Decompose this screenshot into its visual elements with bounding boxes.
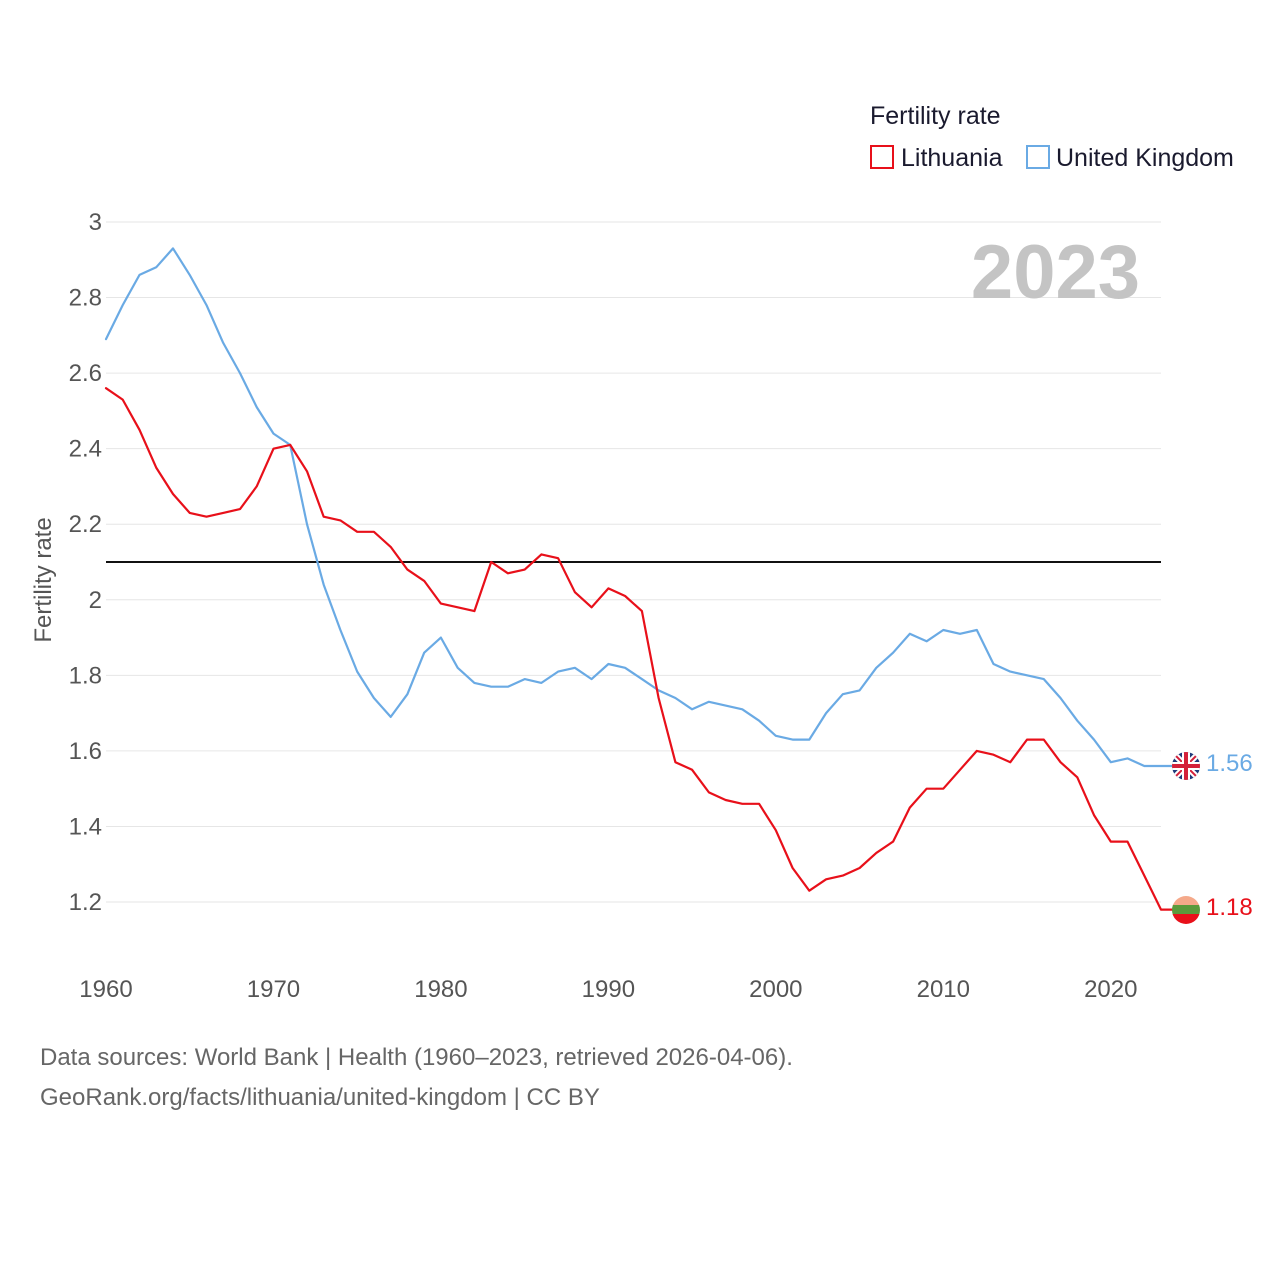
end-value-label-united-kingdom: 1.56 <box>1206 750 1253 777</box>
line-chart: 1.21.41.61.822.22.42.62.83 1960 1970 1980 1… <box>30 102 1253 1003</box>
x-tick-label: 2020 <box>1084 976 1137 1003</box>
y-tick-label: 1.4 <box>69 813 102 840</box>
legend-label-united-kingdom: United Kingdom <box>1056 144 1234 172</box>
grid-lines <box>106 221 1161 903</box>
series-line-lithuania <box>104 387 1175 911</box>
end-value-label-lithuania: 1.18 <box>1206 894 1253 921</box>
y-tick-label: 3 <box>89 209 102 236</box>
x-tick-label: 1990 <box>582 976 635 1003</box>
legend-label-lithuania: Lithuania <box>901 144 1003 172</box>
y-axis-ticks: 1.2 1.4 1.6 1.8 2 2.2 2.4 2.6 2.8 3 <box>69 209 102 916</box>
legend: Fertility rate Lithuania United Kingdom <box>870 102 1234 172</box>
footer-sources: Data sources: World Bank | Health (1960–… <box>40 1044 793 1071</box>
legend-title: Fertility rate <box>870 102 1001 130</box>
footer-attribution[interactable]: GeoRank.org/facts/lithuania/united-kingd… <box>40 1084 600 1111</box>
lithuania-flag-icon <box>1172 896 1200 924</box>
x-tick-label: 2000 <box>749 976 802 1003</box>
y-axis-label: Fertility rate <box>30 517 57 642</box>
y-tick-label: 2.8 <box>69 285 102 312</box>
series-lines <box>104 247 1175 911</box>
year-label: 2023 <box>971 230 1140 315</box>
y-tick-label: 2.4 <box>69 436 102 463</box>
legend-swatch-lithuania <box>870 145 894 169</box>
uk-flag-icon <box>1172 752 1200 780</box>
y-tick-label: 1.6 <box>69 738 102 765</box>
y-tick-label: 2.6 <box>69 360 102 387</box>
legend-swatch-united-kingdom <box>1026 145 1050 169</box>
y-tick-label: 2 <box>89 587 102 614</box>
x-tick-label: 1980 <box>414 976 467 1003</box>
y-tick-label: 2.2 <box>69 511 102 538</box>
x-tick-label: 2010 <box>917 976 970 1003</box>
y-tick-label: 1.2 <box>69 889 102 916</box>
x-tick-label: 1970 <box>247 976 300 1003</box>
y-tick-label: 1.8 <box>69 662 102 689</box>
x-axis-ticks: 1960 1970 1980 1990 2000 2010 2020 <box>79 976 1137 1003</box>
legend-item-lithuania[interactable]: Lithuania <box>870 144 1003 172</box>
x-tick-label: 1960 <box>79 976 132 1003</box>
series-line-united-kingdom <box>104 247 1175 768</box>
legend-item-united-kingdom[interactable]: United Kingdom <box>1026 144 1234 172</box>
